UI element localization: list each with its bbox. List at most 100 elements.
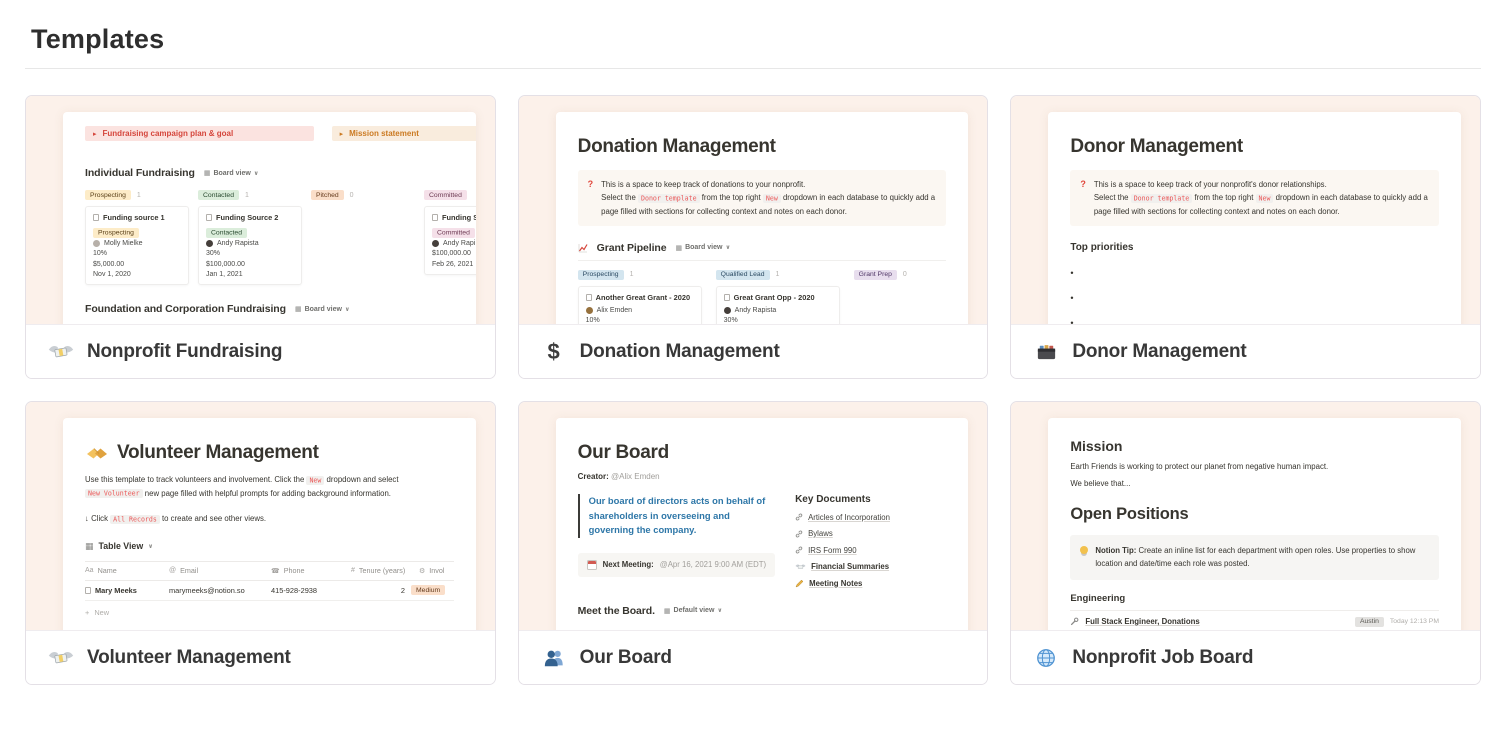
templates-page: Templates ▸ Fundraising campaign plan & …	[0, 24, 1506, 685]
percent: 10%	[93, 250, 108, 257]
status-tag: Committed	[432, 227, 475, 238]
page-title: Templates	[31, 24, 165, 54]
email-property-icon: @	[169, 567, 177, 575]
preview-page: Donation Management ? This is a space to…	[555, 112, 969, 324]
callout: ? This is a space to keep track of donat…	[577, 170, 947, 226]
board-card: Funding source 1 Prospecting Molly Mielk…	[85, 206, 189, 285]
card-title: Nonprofit Job Board	[1072, 646, 1254, 668]
toggle-label: Mission statement	[349, 129, 419, 138]
toggle-arrow-icon: ▸	[339, 130, 344, 138]
divider	[25, 68, 1481, 69]
template-card-nonprofit-job-board[interactable]: Mission Earth Friends is working to prot…	[1010, 401, 1481, 685]
card-name: Great Grant Opp - 2020	[733, 292, 815, 302]
new-row: + New	[85, 607, 110, 617]
card-footer: Volunteer Management	[26, 630, 495, 684]
page-icon	[206, 214, 212, 221]
table-row: Mary Meeks marymeeks@notion.so 415-928-2…	[85, 581, 454, 601]
board-view-icon: ▦	[294, 306, 302, 313]
link-icon	[795, 513, 803, 521]
table-header-row: Aa Name @ Email ☎ Phone # Tenure (years) ⚙ In…	[85, 560, 454, 581]
board-column-committed: Committed Funding S Committed Andy Rapi …	[424, 190, 476, 285]
card-title: Donor Management	[1072, 340, 1247, 362]
mission-text: Earth Friends is working to protect our …	[1070, 462, 1329, 471]
callout-text: This is a space to keep track of your no…	[1093, 180, 1428, 216]
database-title: Individual Fundraising	[85, 167, 195, 179]
status-tag: Prospecting	[93, 227, 139, 238]
callout: ? This is a space to keep track of your …	[1070, 170, 1439, 226]
number-property-icon: #	[351, 567, 355, 575]
person-name: Andy Rapista	[734, 306, 777, 314]
date: Feb 26, 2021	[432, 260, 474, 268]
two-column-layout: Our board of directors acts on behalf of…	[577, 494, 947, 588]
column-tag: Prospecting	[85, 190, 131, 200]
card-footer: $ Donation Management	[518, 324, 988, 378]
template-card-volunteer-management[interactable]: Volunteer Management Use this template t…	[25, 401, 496, 685]
dollar-icon: $	[547, 338, 560, 364]
template-card-donor-management[interactable]: Donor Management ? This is a space to ke…	[1010, 95, 1481, 379]
column-count: 1	[775, 271, 780, 279]
column-header: Invol	[429, 566, 445, 576]
job-title: Full Stack Engineer, Donations	[1085, 617, 1200, 626]
template-card-nonprofit-fundraising[interactable]: ▸ Fundraising campaign plan & goal ▸ Mis…	[25, 95, 496, 379]
intro-paragraph: Use this template to track volunteers an…	[85, 475, 399, 499]
column-count: 0	[349, 191, 354, 199]
card-file-box-icon	[1033, 340, 1059, 363]
down-arrow-icon: ↓	[85, 514, 89, 524]
preview-donor-management: Donor Management ? This is a space to ke…	[1011, 96, 1480, 324]
view-label: Board view	[213, 169, 251, 177]
doc-link: IRS Form 990	[795, 546, 946, 555]
chevron-down-icon: ∨	[344, 306, 350, 313]
column-count: 1	[244, 191, 249, 199]
preview-heading-row: Volunteer Management	[85, 442, 454, 464]
chevron-down-icon: ∨	[725, 245, 731, 252]
board-column-prospecting: Prospecting 1 Another Great Grant - 2020…	[577, 269, 702, 324]
card-name: Funding Source 2	[216, 213, 279, 222]
question-mark-icon: ?	[587, 179, 594, 189]
view-switcher: ▦ Table View ∨	[85, 541, 454, 552]
toggle-label: Fundraising campaign plan & goal	[102, 129, 234, 138]
link-icon	[795, 546, 803, 554]
cell-phone: 415-928-2938	[271, 585, 318, 595]
rule	[577, 259, 947, 261]
date: Nov 1, 2020	[93, 271, 131, 278]
column-count: 1	[629, 271, 634, 279]
cell-tenure: 2	[400, 585, 405, 595]
department-heading: Engineering	[1070, 593, 1439, 611]
page-icon	[432, 214, 438, 221]
money-with-wings-icon	[795, 563, 806, 571]
board-column-pitched: Pitched 0	[311, 190, 415, 285]
avatar	[206, 239, 213, 247]
table-view-icon: ▦	[663, 607, 671, 615]
database-title: Meet the Board.	[577, 604, 655, 617]
section-heading-row: Foundation and Corporation Fundraising ▦…	[85, 303, 454, 315]
card-footer: Nonprofit Fundraising	[26, 324, 495, 378]
section-heading-row: Meet the Board. ▦ Default view ∨	[578, 605, 947, 617]
doc-link: Articles of Incorporation	[795, 513, 946, 522]
column-tag: Committed	[424, 190, 467, 200]
board-column-contacted: Contacted 1 Funding Source 2 Contacted A…	[198, 190, 302, 285]
toggle-block-mission: ▸ Mission statement	[331, 126, 476, 141]
toggle-block-campaign: ▸ Fundraising campaign plan & goal	[85, 126, 314, 141]
page-icon	[85, 586, 91, 594]
bullet-item: •	[1070, 292, 1074, 303]
preview-heading: Donor Management	[1070, 136, 1243, 157]
page-icon	[585, 293, 592, 301]
section-heading-row: Grant Pipeline ▦ Board view ∨	[578, 242, 947, 254]
inline-code: New	[1255, 193, 1274, 203]
handshake-icon	[85, 446, 109, 461]
calendar-icon	[586, 559, 597, 570]
avatar	[723, 306, 731, 314]
column-header: Tenure (years)	[358, 566, 406, 576]
link-icon	[795, 530, 803, 538]
preview-page: Our Board Creator: @Alix Emden Our board…	[555, 418, 969, 630]
key-documents-heading: Key Documents	[795, 494, 871, 505]
plus-icon: +	[85, 607, 90, 617]
open-positions-heading: Open Positions	[1070, 505, 1189, 523]
preview-our-board: Our Board Creator: @Alix Emden Our board…	[518, 402, 988, 630]
toggle-row: ▸ Fundraising campaign plan & goal ▸ Mis…	[85, 126, 476, 141]
template-card-donation-management[interactable]: Donation Management ? This is a space to…	[517, 95, 989, 379]
template-card-our-board[interactable]: Our Board Creator: @Alix Emden Our board…	[517, 401, 989, 685]
column-header: Phone	[283, 566, 305, 576]
amount: $100,000.00	[432, 250, 471, 257]
person-name: Alix Emden	[596, 306, 633, 314]
